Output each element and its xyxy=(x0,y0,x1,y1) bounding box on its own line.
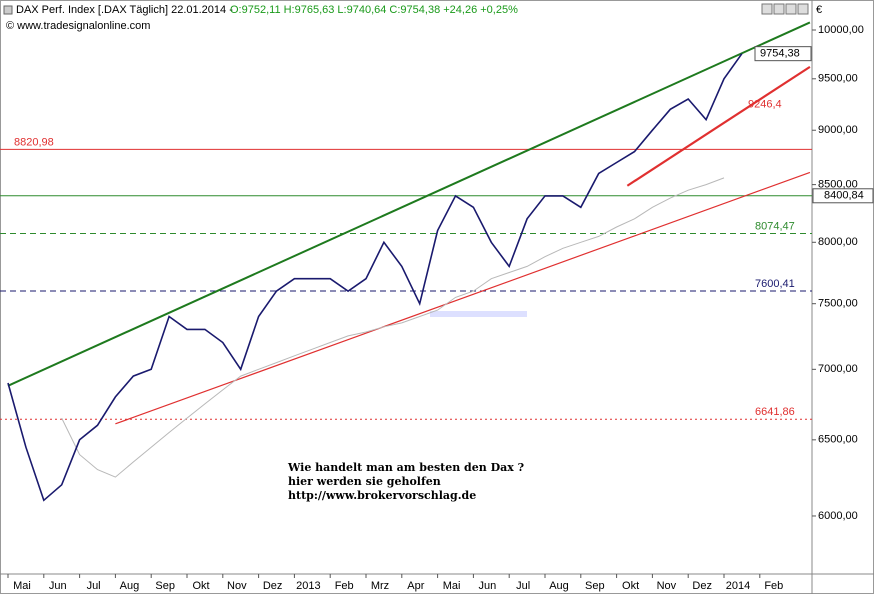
y-tick-label: 7000,00 xyxy=(818,363,858,375)
y-tick-label: 6000,00 xyxy=(818,510,858,522)
x-tick-label: Feb xyxy=(764,580,783,592)
y-tick-label: 6500,00 xyxy=(818,434,858,446)
x-tick-label: Mai xyxy=(13,580,31,592)
level-label: 8074,47 xyxy=(755,220,795,232)
price-label: 9754,38 xyxy=(760,48,800,60)
marked-label: 9246,4 xyxy=(748,98,782,110)
x-tick-label: Apr xyxy=(407,580,424,592)
chart-subtitle: O:9752,11 H:9765,63 L:9740,64 C:9754,38 … xyxy=(230,4,518,16)
annotation: hier werden sie geholfen xyxy=(288,475,441,488)
x-tick-label: Sep xyxy=(155,580,175,592)
x-tick-label: Dez xyxy=(263,580,283,592)
y-tick-label: 7500,00 xyxy=(818,298,858,310)
nav-button[interactable] xyxy=(761,3,773,15)
highlight-zone xyxy=(430,311,527,317)
plot: 6000,00 6500,00 7000,00 7500,00 8000,00 8500,… xyxy=(0,21,874,592)
source: © www.tradesignalonline.com xyxy=(6,20,150,32)
price-box xyxy=(754,46,812,62)
x-tick-label: Jun xyxy=(49,580,67,592)
x-tick-label: Sep xyxy=(585,580,605,592)
y-tick-label: 10000,00 xyxy=(818,24,864,36)
y-tick-label: 9500,00 xyxy=(818,73,858,85)
x-tick-label: Mrz xyxy=(371,580,389,592)
x-tick-label: Nov xyxy=(657,580,677,592)
level-label: 8820,98 xyxy=(14,136,54,148)
nav-button[interactable] xyxy=(785,3,797,15)
x-tick-label: Nov xyxy=(227,580,247,592)
level-label: 7600,41 xyxy=(755,278,795,290)
x-tick-label: 2013 xyxy=(296,580,320,592)
annotation: Wie handelt man am besten den Dax ? xyxy=(287,461,524,474)
annotation: http://www.brokervorschlag.de xyxy=(288,489,476,502)
nav-button[interactable] xyxy=(797,3,809,15)
x-tick-label: Aug xyxy=(549,580,569,592)
y-tick-label: 9000,00 xyxy=(818,124,858,136)
x-tick-label: Jul xyxy=(87,580,101,592)
nav-button[interactable] xyxy=(773,3,785,15)
x-tick-label: Aug xyxy=(120,580,140,592)
trendline xyxy=(115,171,811,425)
x-tick-label: Mai xyxy=(443,580,461,592)
level-label: 6641,86 xyxy=(755,406,795,418)
x-tick-label: Okt xyxy=(192,580,209,592)
currency: € xyxy=(816,4,822,16)
trendline xyxy=(626,65,811,187)
x-tick-label: 2014 xyxy=(726,580,750,592)
x-tick-label: Jun xyxy=(479,580,497,592)
chart-title: DAX Perf. Index [.DAX Täglich] 22.01.201… xyxy=(16,4,233,16)
level-label: 8400,84 xyxy=(824,190,864,202)
nav-buttons xyxy=(761,3,809,15)
level-label-box xyxy=(812,188,874,204)
series-line xyxy=(7,53,743,502)
x-tick-label: Jul xyxy=(516,580,530,592)
trendline xyxy=(7,21,811,387)
menu-icon[interactable] xyxy=(3,5,13,15)
y-tick-label: 8000,00 xyxy=(818,236,858,248)
x-tick-label: Dez xyxy=(692,580,712,592)
x-tick-label: Okt xyxy=(622,580,639,592)
x-tick-label: Feb xyxy=(335,580,354,592)
y-tick-label: 8500,00 xyxy=(818,179,858,191)
series-line xyxy=(61,177,725,478)
